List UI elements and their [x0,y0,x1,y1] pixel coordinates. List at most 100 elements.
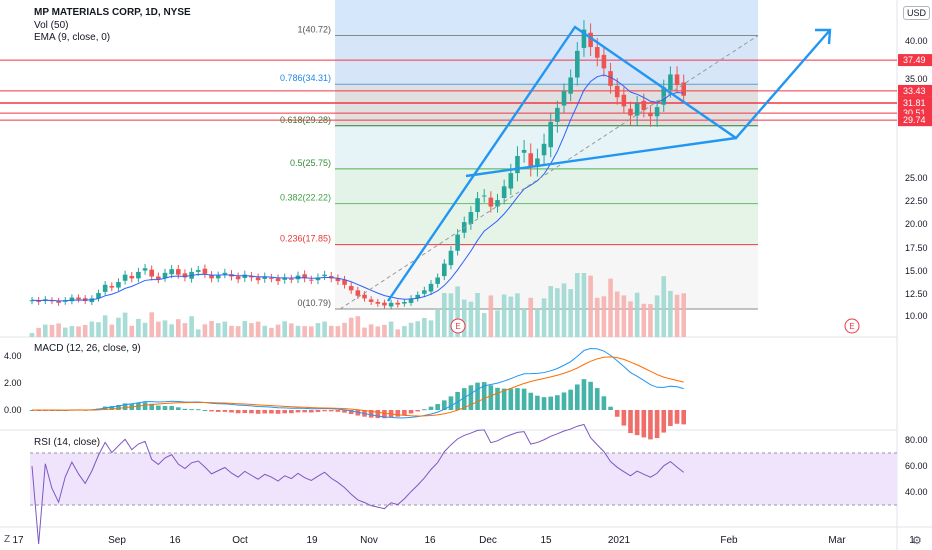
volume-bar [468,301,474,337]
candle-body [116,282,121,288]
volume-bar [415,321,420,337]
arrow-head [815,28,832,45]
volume-bar [628,301,633,337]
zoom-icon[interactable]: Z [4,534,11,545]
macd-histogram-bar [262,410,268,414]
candle-body [348,286,354,291]
macd-histogram-bar [289,410,294,414]
candle-body [581,29,587,48]
volume-bar [428,320,434,337]
candle-body [475,198,480,213]
macd-histogram-bar [189,409,194,411]
fib-zone [335,244,758,310]
time-axis-label: 15 [540,535,552,546]
volume-bar [169,324,174,337]
currency-badge[interactable]: USD [903,6,931,20]
macd-histogram-bar [368,410,374,418]
macd-histogram-bar [235,410,241,414]
fib-level-label: 0.236(17.85) [280,234,331,244]
volume-bar [681,293,686,337]
volume-bar [56,323,61,337]
price-tick-label: 10.00 [905,311,928,321]
candle-body [36,300,41,302]
volume-bar [109,324,115,337]
candle-body [601,54,607,69]
volume-bar [222,321,228,337]
macd-histogram-bar [222,410,228,412]
candle-body [588,32,593,48]
pattern-neckline [465,136,737,178]
candle-body [142,268,148,271]
candle-body [422,290,427,294]
macd-line [31,347,684,419]
macd-histogram-bar [116,404,121,410]
candle-body [428,283,434,292]
macd-histogram-bar [156,405,161,410]
candle-body [521,149,527,153]
price-badge-label: 31.81 [903,98,926,108]
candle-body [275,278,281,282]
macd-histogram-bar [448,396,454,410]
candle-body [302,274,307,279]
volume-bar [76,326,81,337]
candle-body [528,153,534,168]
volume-bar [255,321,261,337]
earnings-marker-label: E [849,322,854,331]
price-badge [898,84,932,97]
candle-body [375,301,381,304]
gear-icon[interactable]: ⚙ [912,535,922,547]
earnings-marker [844,318,860,334]
earnings-marker [450,318,466,334]
time-axis-label: Dec [479,535,497,546]
time-axis-label: Sep [108,535,126,546]
macd-histogram-bar [648,410,653,440]
candle-body [129,276,135,279]
candle-body [661,87,667,105]
volume-bar [96,322,101,337]
macd-histogram-bar [541,397,547,410]
ema-line [31,74,684,302]
candle-body [634,103,640,116]
price-tick-label: 40.00 [905,36,928,46]
volume-bar [43,324,48,337]
volume-bar [215,323,221,337]
candle-body [368,299,374,302]
candle-body [195,270,201,272]
macd-histogram-bar [395,410,401,417]
time-axis-label: 17 [12,535,24,546]
candle-body [594,47,600,58]
candle-body [322,274,327,277]
time-axis-label: Nov [360,535,378,546]
candle-body [388,302,394,307]
candle-body [222,272,228,275]
macd-histogram-bar [169,406,174,410]
macd-histogram-bar [548,396,553,410]
volume-bar [62,327,68,337]
candle-body [501,186,507,199]
candle-body [508,173,514,189]
macd-histogram-bar [475,382,480,410]
volume-bar [422,318,427,337]
candle-body [156,276,161,280]
volume-bar [302,326,307,337]
candle-body [235,276,241,280]
volume-bar [355,316,361,337]
candle-body [575,50,580,78]
volume-bar [515,293,520,337]
candle-body [648,112,653,117]
ema-legend: EMA (9, close, 0) [34,32,111,43]
price-tick-label: 35.00 [905,74,928,84]
macd-histogram-bar [302,410,307,413]
macd-histogram-bar [528,392,534,410]
volume-bar [375,326,381,337]
time-axis-label: 1 [909,535,915,546]
macd-histogram-bar [634,410,640,436]
volume-bar [548,286,553,337]
price-badge-label: 30.51 [903,108,926,118]
macd-tick-label: 2.00 [4,378,22,388]
macd-histogram-bar [674,410,680,424]
fib-level-label: 0.5(25.75) [290,158,331,168]
candle-body [56,301,61,303]
volume-bar [488,295,494,337]
